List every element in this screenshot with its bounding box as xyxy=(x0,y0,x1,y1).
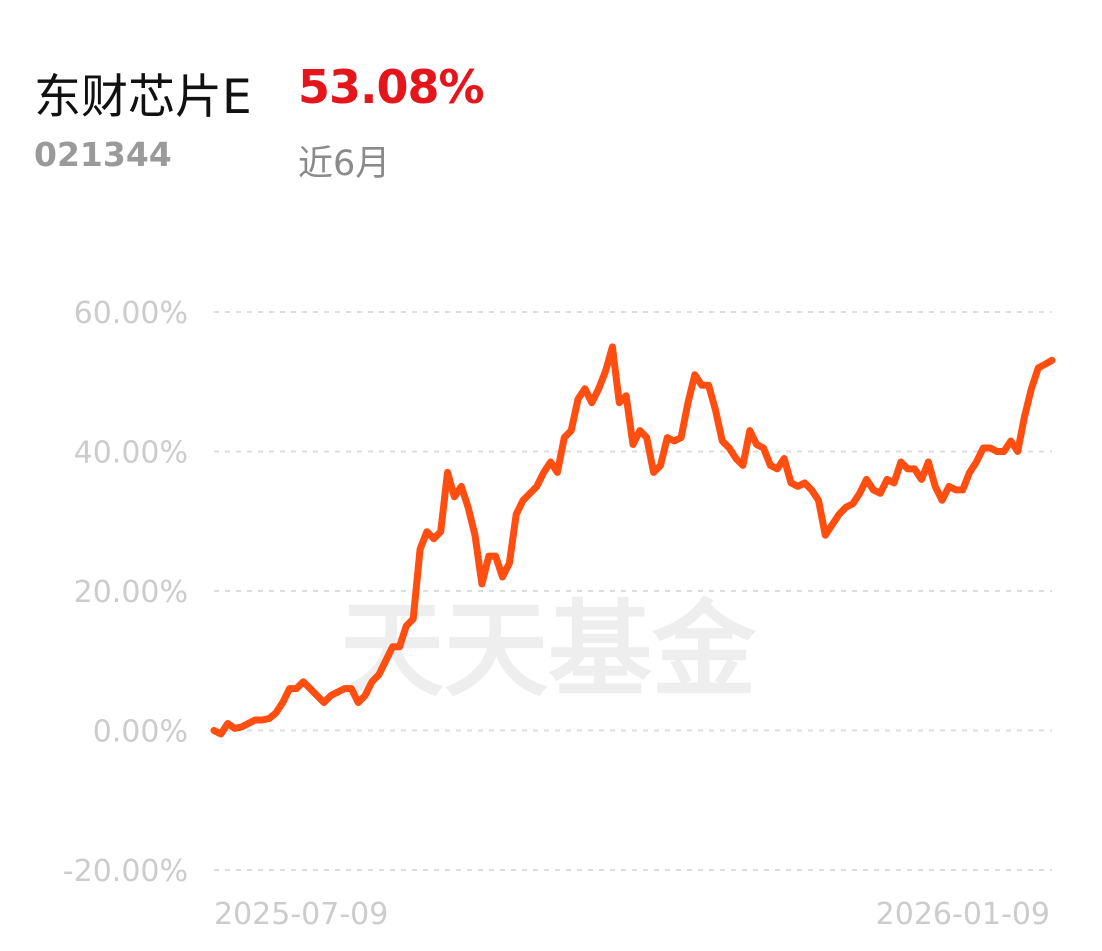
series-layer xyxy=(210,343,1056,738)
y-tick-label: 60.00% xyxy=(74,296,188,331)
fund-code: 021344 xyxy=(34,135,172,174)
x-tick-label: 2026-01-09 xyxy=(876,897,1050,932)
y-tick-label: 20.00% xyxy=(74,575,188,610)
y-axis-ticks: 60.00% 40.00% 20.00% 0.00% -20.00% xyxy=(63,296,188,889)
fund-name: 东财芯片E xyxy=(34,70,252,125)
series-line xyxy=(210,343,1056,738)
x-axis-ticks: 2025-07-09 2026-01-09 xyxy=(214,897,1050,932)
y-tick-label: 0.00% xyxy=(93,715,188,750)
watermark: 天天基金 xyxy=(340,588,757,711)
fund-return-value: 53.08% xyxy=(298,60,485,114)
period-label: 近6月 xyxy=(298,144,391,184)
y-tick-label: 40.00% xyxy=(74,436,188,471)
x-tick-label: 2025-07-09 xyxy=(214,897,388,932)
grid-lines xyxy=(214,311,1052,871)
y-tick-label: -20.00% xyxy=(63,854,188,889)
